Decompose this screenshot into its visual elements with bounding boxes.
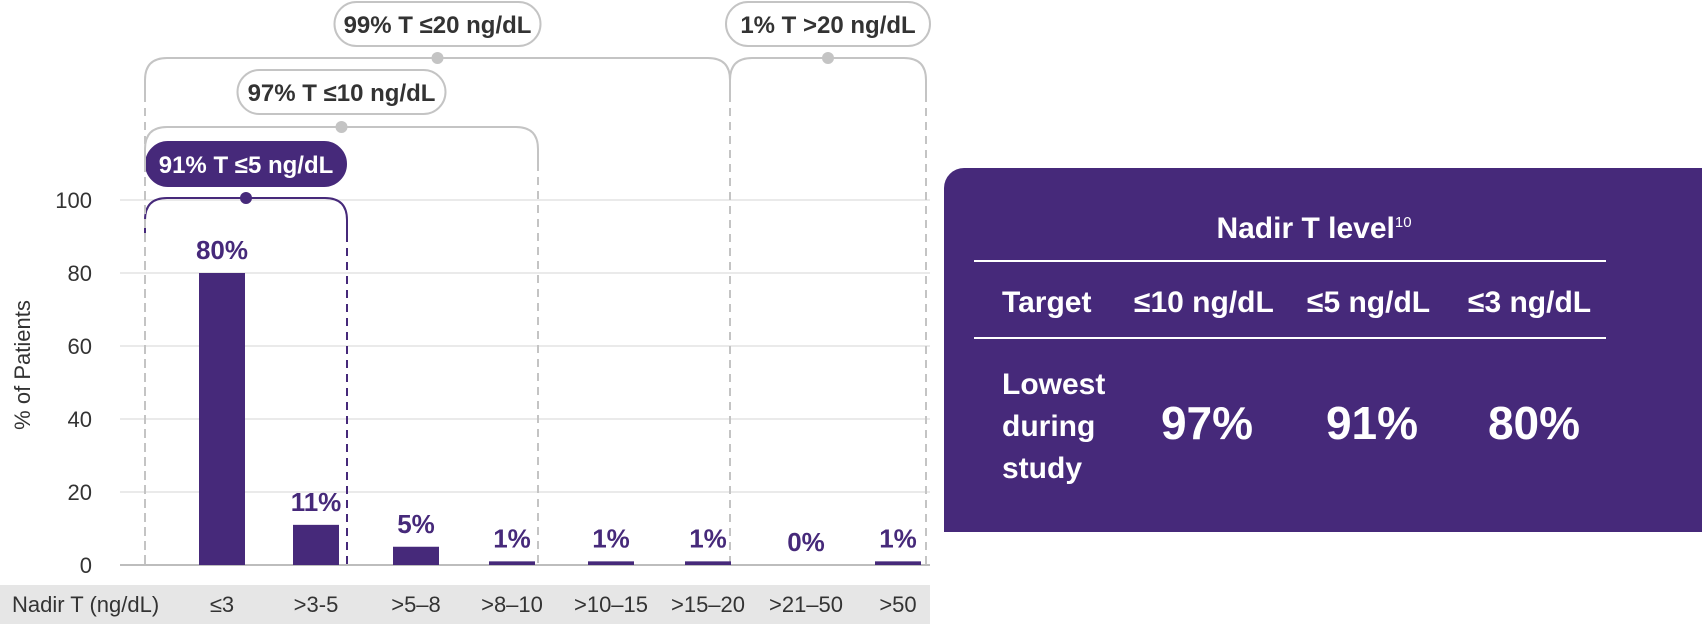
y-tick-label-100: 100 xyxy=(55,188,92,213)
bracket-dashed-3 xyxy=(729,94,927,565)
bars xyxy=(199,273,921,565)
bracket-dot-2 xyxy=(431,52,444,64)
x-axis-label: Nadir T (ng/dL) xyxy=(12,592,159,617)
category-label-0: ≤3 xyxy=(210,592,234,617)
y-tick-label-80: 80 xyxy=(68,261,92,286)
data-label-5: 1% xyxy=(689,523,727,553)
y-axis-label: % of Patients xyxy=(10,300,35,430)
annotation-text-2: 99% T ≤20 ng/dL xyxy=(344,12,532,39)
y-tick-label-20: 20 xyxy=(68,480,92,505)
data-label-2: 5% xyxy=(397,509,435,539)
table-rule-top xyxy=(974,260,1606,262)
panel-title: Nadir T level10 xyxy=(944,212,1684,246)
bar-4 xyxy=(588,561,634,565)
data-label-6: 0% xyxy=(787,527,825,557)
category-axis-band xyxy=(0,585,930,624)
annotation-brackets xyxy=(144,1,931,565)
bracket-dot-1 xyxy=(335,121,348,133)
category-label-3: >8–10 xyxy=(481,592,543,617)
bar-chart: 0 20 40 60 80 100 80% ≤3 11% >3-5 5% >5–8 1% >8–10 1% >… xyxy=(0,1,931,624)
bar-7 xyxy=(875,561,921,565)
table-rule-middle xyxy=(974,337,1606,339)
category-label-5: >15–20 xyxy=(671,592,745,617)
bar-1 xyxy=(293,524,339,565)
panel-title-text: Nadir T level xyxy=(1216,212,1395,245)
data-label-4: 1% xyxy=(592,523,630,553)
data-label-7: 1% xyxy=(879,523,917,553)
bar-2 xyxy=(393,546,439,565)
gridlines xyxy=(120,199,930,566)
annotation-bubble-2 xyxy=(333,1,542,47)
annotation-text-3: 1% T >20 ng/dL xyxy=(740,12,915,39)
annotation-text-0: 91% T ≤5 ng/dL xyxy=(159,152,334,179)
y-tick-label-0: 0 xyxy=(80,553,92,578)
row-value-2: 91% xyxy=(1325,397,1419,449)
category-label-7: >50 xyxy=(879,592,916,617)
bar-3 xyxy=(489,561,535,565)
row-label: Lowest during study xyxy=(1002,364,1122,490)
target-header-1: ≤10 ng/dL xyxy=(1134,286,1274,319)
annotation-text-1: 97% T ≤10 ng/dL xyxy=(248,80,436,107)
data-label-1: 11% xyxy=(291,487,342,517)
category-label-6: >21–50 xyxy=(769,592,843,617)
y-tick-label-40: 40 xyxy=(68,407,92,432)
row-label-line-1: Lowest xyxy=(1002,368,1106,401)
row-label-line-2: during xyxy=(1002,410,1096,443)
annotation-bubble-1 xyxy=(236,69,447,115)
category-label-1: >3-5 xyxy=(294,592,339,617)
row-value-1: 97% xyxy=(1160,397,1254,449)
data-label-3: 1% xyxy=(493,523,531,553)
labels: 0 20 40 60 80 100 80% ≤3 11% >3-5 5% >5–8 1% >8–10 1% >… xyxy=(55,12,917,617)
target-header-2: ≤5 ng/dL xyxy=(1307,286,1431,319)
row-label-line-3: study xyxy=(1002,452,1083,485)
data-label-0: 80% xyxy=(196,235,248,265)
category-label-2: >5–8 xyxy=(391,592,441,617)
target-header-3: ≤3 ng/dL xyxy=(1468,286,1592,319)
category-label-4: >10–15 xyxy=(574,592,648,617)
nadir-summary-panel: Nadir T level10 Target ≤10 ng/dL ≤5 ng/d… xyxy=(944,168,1702,532)
y-tick-label-60: 60 xyxy=(68,334,92,359)
bracket-dot-3 xyxy=(822,52,834,64)
target-label: Target xyxy=(1002,286,1092,319)
bar-5 xyxy=(685,561,731,565)
bar-0 xyxy=(199,273,245,565)
panel-title-reference: 10 xyxy=(1394,214,1412,231)
row-value-3: 80% xyxy=(1487,397,1581,449)
bracket-dot-0 xyxy=(240,192,252,204)
annotation-bubble-3 xyxy=(725,1,931,47)
